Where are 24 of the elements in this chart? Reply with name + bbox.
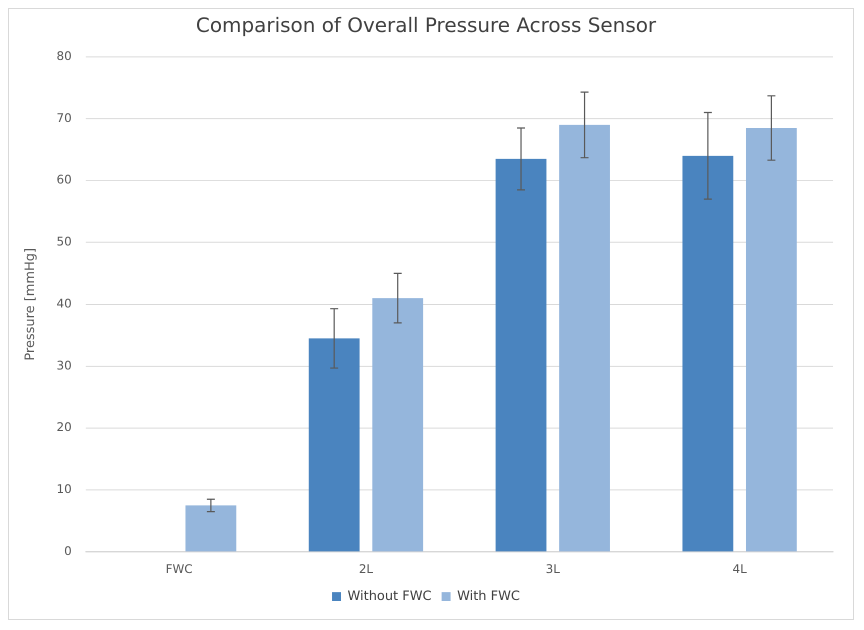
bar bbox=[559, 124, 610, 552]
x-tick-label: 4L bbox=[732, 562, 748, 576]
bar bbox=[308, 338, 360, 552]
x-tick-label: 2L bbox=[358, 562, 374, 576]
bar bbox=[185, 505, 236, 552]
y-axis-title: Pressure [mmHg] bbox=[23, 248, 38, 361]
chart-title: Comparison of Overall Pressure Across Sensor bbox=[196, 13, 657, 38]
y-tick-label: 80 bbox=[56, 48, 72, 63]
y-tick-label: 30 bbox=[56, 358, 72, 372]
x-tick-label: FWC bbox=[166, 562, 193, 576]
bar bbox=[746, 128, 797, 552]
x-tick-label: 3L bbox=[546, 562, 560, 576]
bar bbox=[496, 158, 546, 552]
bar bbox=[372, 298, 424, 552]
y-tick-label: 50 bbox=[56, 234, 72, 249]
y-tick-label: 70 bbox=[56, 110, 72, 125]
y-tick-label: 60 bbox=[56, 172, 72, 187]
y-tick-label: 0 bbox=[64, 544, 72, 558]
bar bbox=[682, 156, 734, 552]
y-tick-label: 10 bbox=[56, 482, 72, 496]
legend-label: With FWC bbox=[457, 588, 520, 604]
legend-label: Without FWC bbox=[347, 588, 432, 604]
y-tick-label: 20 bbox=[56, 420, 72, 434]
y-tick-label: 40 bbox=[56, 296, 72, 310]
